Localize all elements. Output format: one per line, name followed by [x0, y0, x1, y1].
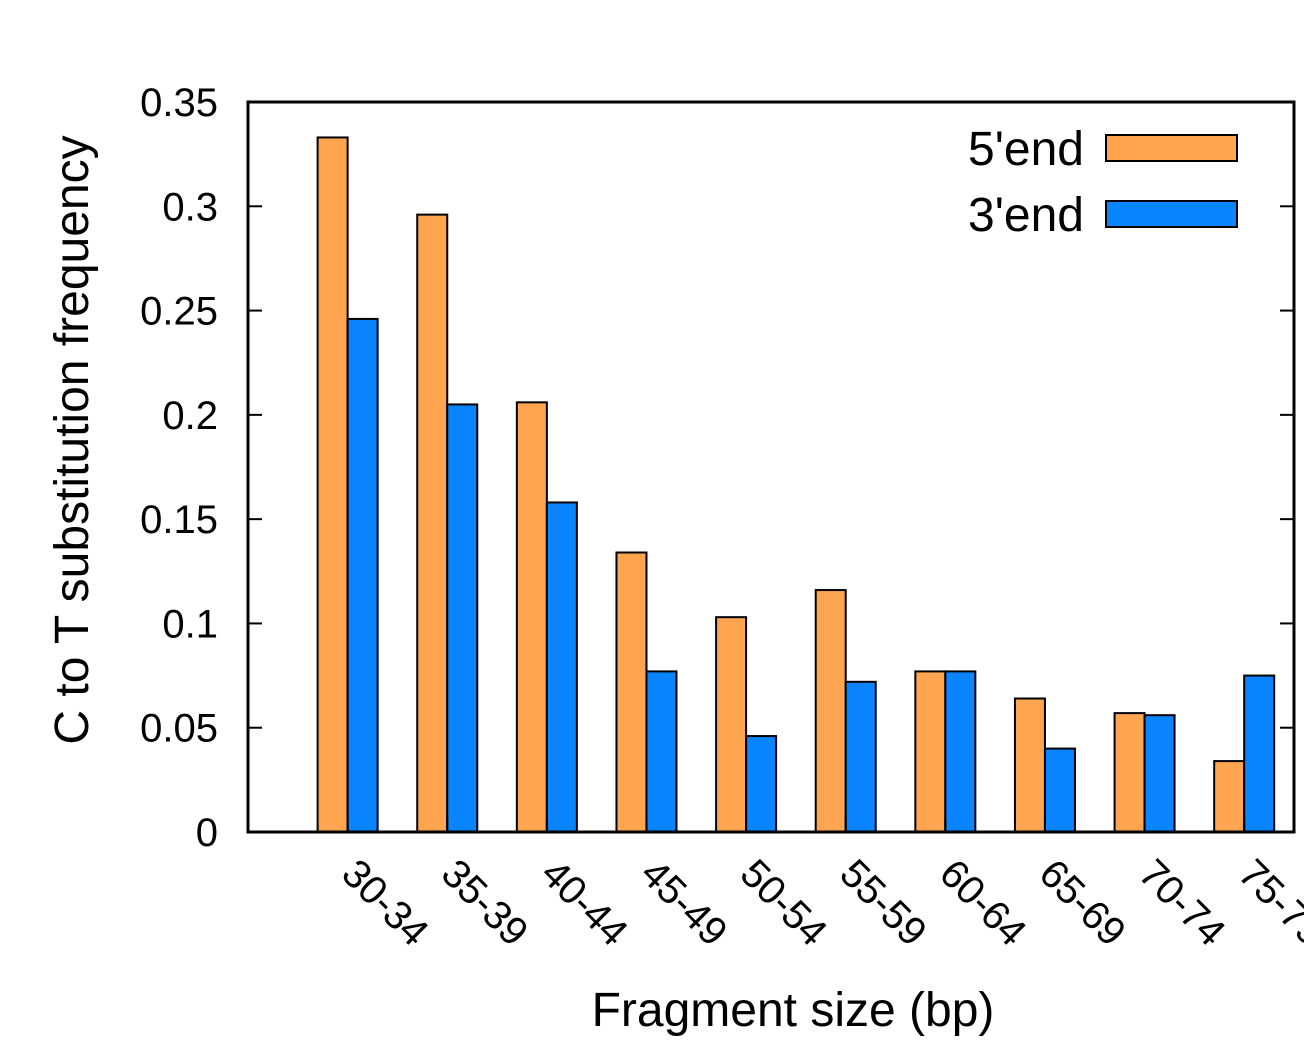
- y-axis: 0 0.05 0.1 0.15 0.2 0.25 0.3 0.35: [140, 81, 1294, 855]
- y-tick-label: 0.1: [162, 602, 218, 646]
- bar-5end-70-74: [1113, 712, 1146, 833]
- bar-5end-40-44: [515, 401, 548, 833]
- bar-5end-75-79: [1213, 760, 1246, 833]
- bar-3end-65-69: [1043, 747, 1076, 833]
- x-tick-label: 75-79: [1230, 851, 1304, 954]
- x-tick-label: 40-44: [532, 851, 635, 954]
- x-tick-label: 55-59: [831, 851, 934, 954]
- legend-swatch-3end: [1105, 200, 1238, 228]
- bar-5end-30-34: [316, 136, 349, 833]
- legend: 5'end 3'end: [968, 123, 1238, 242]
- bar-5end-35-39: [416, 213, 449, 833]
- legend-label-5end: 5'end: [968, 123, 1084, 176]
- bars-layer: [316, 136, 1276, 834]
- y-tick-label: 0.3: [162, 185, 218, 229]
- x-tick-label: 30-34: [333, 851, 436, 954]
- y-tick-label: 0.05: [140, 707, 218, 751]
- legend-swatch-5end: [1105, 134, 1238, 162]
- x-axis-title: Fragment size (bp): [592, 984, 995, 1037]
- y-tick-label: 0.15: [140, 498, 218, 542]
- y-tick-label: 0.25: [140, 290, 218, 334]
- x-tick-label: 60-64: [931, 851, 1034, 954]
- y-tick-label: 0.35: [140, 81, 218, 125]
- bar-3end-75-79: [1243, 674, 1276, 833]
- bar-3end-35-39: [446, 403, 479, 833]
- bar-3end-50-54: [745, 735, 778, 833]
- bar-3end-55-59: [844, 680, 877, 833]
- x-tick-label: 70-74: [1130, 851, 1233, 954]
- bar-3end-45-49: [645, 670, 678, 834]
- x-tick-label: 45-49: [632, 851, 735, 954]
- bar-5end-65-69: [1013, 697, 1046, 833]
- x-tick-label: 50-54: [732, 851, 835, 954]
- y-tick-label: 0: [196, 811, 218, 855]
- legend-label-3end: 3'end: [968, 189, 1084, 242]
- bar-3end-60-64: [944, 670, 977, 834]
- plot-frame: [246, 100, 1296, 834]
- y-tick-label: 0.2: [162, 394, 218, 438]
- x-tick-label: 65-69: [1031, 851, 1134, 954]
- bar-3end-30-34: [346, 317, 379, 833]
- x-axis: 30-3435-3940-4445-4950-5455-5960-6465-69…: [333, 818, 1304, 955]
- bar-5end-50-54: [715, 616, 748, 834]
- bar-5end-45-49: [615, 551, 648, 833]
- x-tick-label: 35-39: [433, 851, 536, 954]
- bar-5end-55-59: [814, 589, 847, 833]
- bar-3end-40-44: [545, 501, 578, 833]
- bar-3end-70-74: [1143, 714, 1176, 834]
- y-axis-title: C to T substitution frequency: [46, 135, 99, 744]
- bar-5end-60-64: [914, 670, 947, 834]
